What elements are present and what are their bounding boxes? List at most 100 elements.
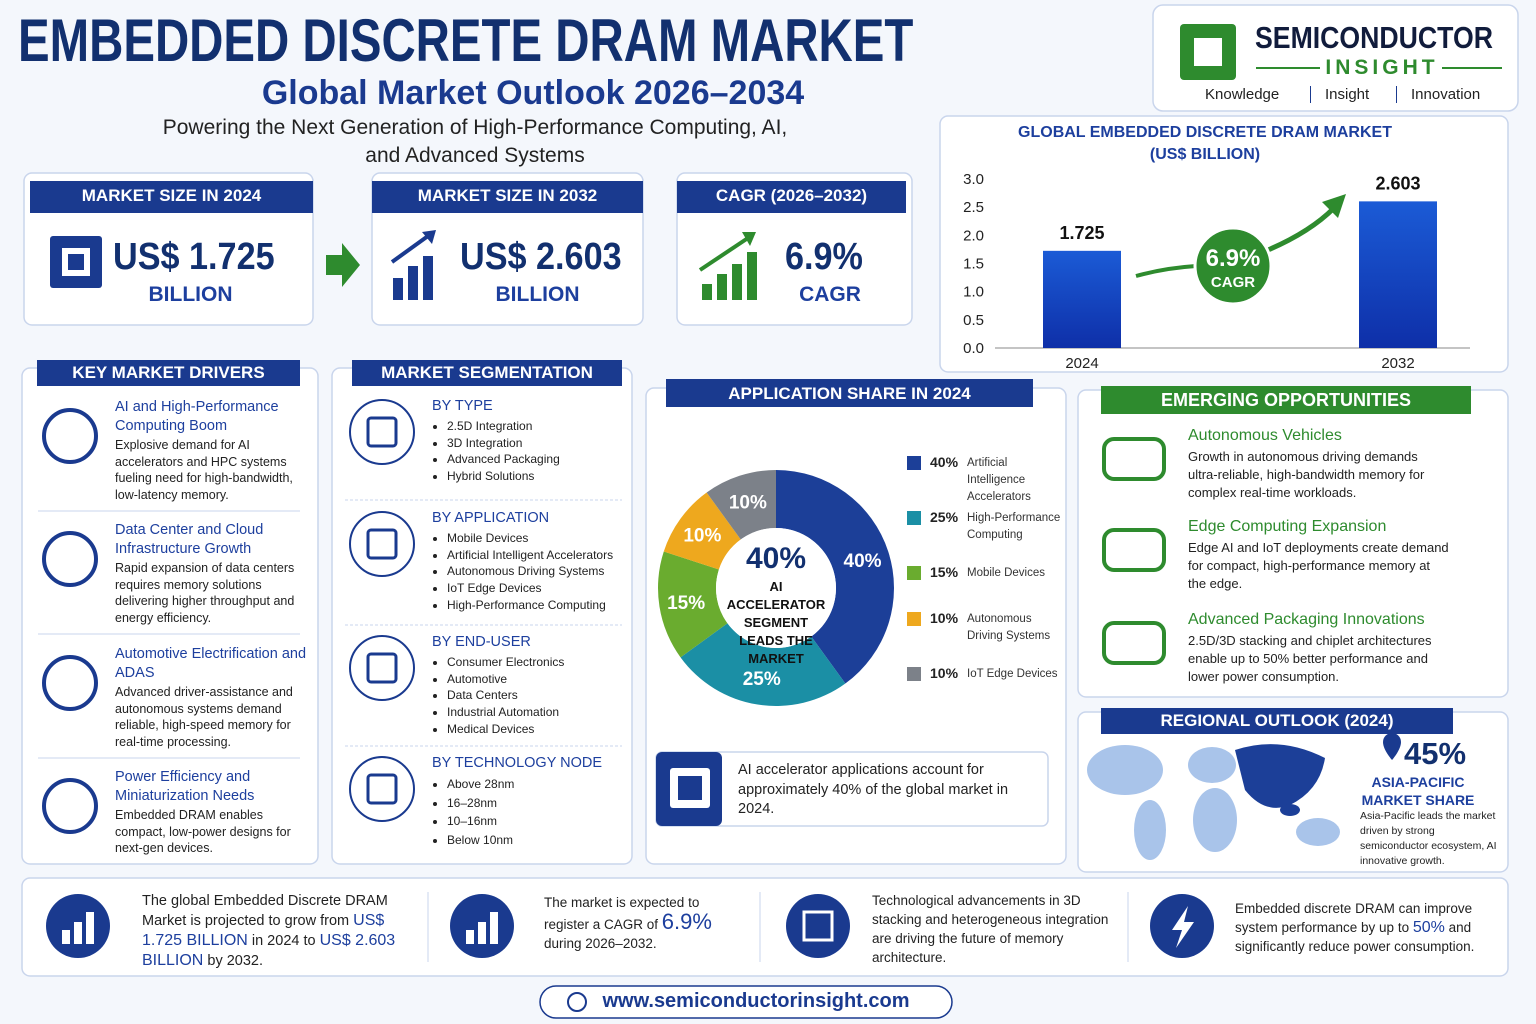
y-tick-label: 2.0 — [963, 227, 984, 244]
y-tick-label: 3.0 — [963, 171, 984, 188]
chart-subtitle: (US$ BILLION) — [1149, 146, 1261, 163]
segment-item: Mobile Devices — [447, 530, 637, 547]
segment-list: Above 28nm16–28nm10–16nmBelow 10nm — [432, 775, 637, 849]
opportunity-heading: Edge Computing Expansion — [1188, 518, 1387, 535]
opportunity-text: Edge AI and IoT deployments create deman… — [1188, 540, 1449, 591]
chip-icon — [802, 910, 834, 942]
legend-swatch — [907, 511, 921, 525]
legend-swatch — [907, 612, 921, 626]
segment-heading: BY TECHNOLOGY NODE — [432, 755, 603, 771]
section-title: APPLICATION SHARE IN 2024 — [728, 384, 971, 403]
stat-label: CAGR (2026–2032) — [715, 186, 868, 205]
legend-value: 15% — [930, 564, 959, 580]
logo-box — [1152, 4, 1519, 112]
subtitle: Global Market Outlook 2026–2034 — [261, 74, 805, 112]
segment-item: Medical Devices — [447, 721, 637, 738]
logo-chip-core — [1194, 38, 1222, 66]
segment-item: Artificial Intelligent Accelerators — [447, 547, 637, 564]
growth-icon — [390, 230, 436, 300]
chip-icon — [656, 752, 722, 826]
fact-text: The market is expected to register a CAG… — [544, 893, 744, 953]
fact-highlight: 6.9% — [661, 909, 712, 934]
stat-label: MARKET SIZE IN 2032 — [417, 186, 598, 205]
legend-label: IoT Edge Devices — [967, 668, 1058, 680]
driver-heading: Data Center and Cloud Infrastructure Gro… — [115, 522, 264, 557]
chart-icon — [62, 912, 498, 944]
cagr-arrow — [1267, 206, 1336, 253]
segment-glyph — [366, 652, 398, 684]
center-text: AI ACCELERATOR SEGMENT LEADS THE MARKET — [726, 579, 826, 666]
pin-icon — [1383, 733, 1401, 760]
donut-center — [716, 528, 836, 648]
cagr-badge — [1193, 226, 1273, 306]
fact-text: Embedded discrete DRAM can improve syste… — [1235, 899, 1497, 956]
segment-item: Consumer Electronics — [447, 654, 637, 671]
logo-tagline: INSIGHT — [1325, 56, 1439, 79]
driver-heading: Automotive Electrification and ADAS — [115, 646, 307, 681]
slice-label: 10% — [729, 492, 767, 513]
website-pill — [539, 985, 953, 1019]
stat-unit: CAGR — [799, 283, 861, 306]
regional-text: Asia-Pacific leads the market driven by … — [1360, 810, 1497, 867]
logo-tag: Knowledge — [1205, 86, 1280, 103]
fact-part: during 2026–2032. — [544, 936, 657, 951]
fact-text: The global Embedded Discrete DRAM Market… — [142, 891, 404, 971]
segment-icon — [349, 399, 415, 465]
stat-header — [372, 181, 643, 213]
chip-icon — [50, 236, 102, 288]
website: www.semiconductorinsight.com — [602, 990, 910, 1012]
segment-item: Industrial Automation — [447, 704, 637, 721]
opportunity-heading: Autonomous Vehicles — [1188, 427, 1342, 444]
section-header — [352, 360, 622, 386]
annotation: 6.9% — [1206, 245, 1261, 272]
legend-value: 10% — [930, 610, 959, 626]
main-title: EMBEDDED DISCRETE DRAM MARKET — [18, 7, 914, 74]
stat-header — [30, 181, 313, 213]
arrow-head — [1322, 194, 1346, 218]
fact-icon — [786, 894, 850, 958]
annotation: CAGR — [1211, 274, 1255, 291]
section-title: MARKET SEGMENTATION — [381, 363, 593, 382]
segment-list: Consumer ElectronicsAutomotiveData Cente… — [432, 654, 637, 738]
slice-label: 25% — [743, 669, 781, 690]
fact-text: Technological advancements in 3D stackin… — [872, 891, 1117, 967]
segment-item: Autonomous Driving Systems — [447, 563, 637, 580]
legend-swatch — [907, 566, 921, 580]
segment-item: 16–28nm — [447, 794, 637, 813]
driver-icon — [42, 408, 98, 464]
slice-label: 10% — [683, 526, 721, 547]
legend-value: 40% — [930, 454, 959, 470]
slice-label: 15% — [667, 593, 705, 614]
driver-heading: Power Efficiency and Miniaturization Nee… — [115, 769, 255, 804]
x-tick-label: 2024 — [1065, 355, 1098, 372]
bar — [1359, 201, 1437, 348]
driver-text: Explosive demand for AI accelerators and… — [115, 438, 293, 502]
growth-icon — [698, 232, 757, 300]
legend-label: Mobile Devices — [967, 567, 1045, 579]
segment-item: 2.5D Integration — [447, 418, 637, 435]
value-label: 2.603 — [1375, 173, 1420, 193]
driver-text: Embedded DRAM enables compact, low-power… — [115, 808, 291, 855]
stat-unit: BILLION — [495, 283, 580, 306]
legend-swatch — [907, 456, 921, 470]
stat-label: MARKET SIZE IN 2024 — [81, 186, 262, 205]
y-tick-label: 0.5 — [963, 312, 984, 329]
logo-tag: Insight — [1310, 86, 1369, 103]
opportunity-icon — [1102, 437, 1166, 481]
stat-value: US$ 2.603 — [460, 236, 622, 278]
segment-heading: BY END-USER — [432, 634, 531, 650]
stat-value: 6.9% — [785, 236, 863, 278]
regional-share: 45% — [1404, 736, 1467, 771]
donut-slice — [658, 551, 728, 658]
segment-glyph — [366, 528, 398, 560]
segment-item: IoT Edge Devices — [447, 580, 637, 597]
facts-panel — [21, 877, 1509, 977]
regional-region: ASIA-PACIFIC MARKET SHARE — [1361, 774, 1475, 808]
segment-icon — [349, 511, 415, 577]
y-tick-label: 1.0 — [963, 284, 984, 301]
section-title: KEY MARKET DRIVERS — [72, 363, 265, 382]
driver-icon — [42, 778, 98, 834]
driver-text: Advanced driver-assistance and autonomou… — [115, 685, 293, 749]
